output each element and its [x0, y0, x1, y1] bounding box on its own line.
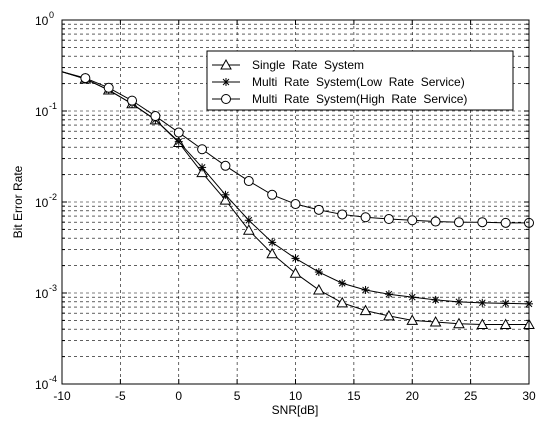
- x-axis-label: SNR[dB]: [272, 403, 319, 417]
- circle-marker: [290, 199, 301, 210]
- triangle-marker: [313, 283, 325, 295]
- legend-items: Single Rate System Multi Rate System(Low …: [212, 58, 467, 106]
- y-tick-label-exponent: -2: [49, 192, 57, 202]
- x-tick-label: 20: [406, 389, 420, 403]
- circle-marker: [243, 176, 254, 187]
- y-tick-label-exponent: -3: [49, 283, 57, 293]
- circle-marker: [103, 82, 114, 93]
- ticks: [61, 20, 530, 384]
- asterisk-marker: [408, 293, 417, 302]
- circle-marker: [430, 216, 441, 227]
- circle-marker: [500, 217, 511, 228]
- y-tick-label-exponent: -1: [49, 101, 57, 111]
- y-tick-label: 10 -2: [35, 192, 57, 210]
- legend-box: [206, 50, 514, 111]
- triangle-marker: [453, 317, 465, 329]
- asterisk-marker: [221, 190, 230, 199]
- circle-marker: [407, 215, 418, 226]
- circle-marker: [453, 217, 464, 228]
- circle-marker: [313, 204, 324, 215]
- triangle-marker: [429, 315, 442, 327]
- legend-label: Multi Rate System(Low Rate Service): [252, 75, 465, 89]
- circle-marker: [360, 212, 371, 223]
- legend-circle-marker: [221, 94, 231, 104]
- asterisk-marker: [454, 297, 463, 306]
- asterisk-marker: [244, 216, 253, 225]
- x-tick-label: 25: [464, 389, 478, 403]
- triangle-marker: [266, 247, 278, 259]
- y-tick-label-base: 10: [35, 287, 49, 301]
- legend-item: Multi Rate System(High Rate Service): [212, 92, 467, 106]
- asterisk-marker: [478, 298, 487, 307]
- y-tick-label-exponent: -4: [49, 374, 57, 384]
- circle-marker: [80, 73, 91, 84]
- triangle-marker: [219, 194, 232, 205]
- series-layer: [61, 71, 535, 330]
- x-tick-label: 10: [289, 389, 303, 403]
- circle-marker: [337, 209, 348, 220]
- asterisk-marker: [174, 137, 183, 146]
- asterisk-marker: [431, 295, 440, 304]
- circle-marker: [127, 95, 138, 106]
- x-tick-label: -10: [53, 389, 71, 403]
- triangle-marker: [383, 309, 395, 321]
- legend-asterisk-marker: [222, 78, 230, 86]
- y-tick-label-base: 10: [35, 105, 49, 119]
- circle-marker: [197, 144, 208, 155]
- asterisk-marker: [198, 163, 207, 172]
- x-tick-label: 5: [234, 389, 241, 403]
- triangle-marker: [406, 314, 419, 325]
- circle-marker: [477, 217, 488, 228]
- legend-item: Single Rate System: [212, 58, 364, 72]
- x-tick-label: 0: [175, 389, 182, 403]
- legend-triangle-marker: [220, 58, 232, 70]
- x-tick-label: 15: [347, 389, 361, 403]
- asterisk-marker: [291, 254, 300, 263]
- y-tick-label-base: 10: [35, 14, 49, 28]
- triangle-marker: [289, 267, 302, 278]
- y-tick-label: 10 0: [35, 10, 54, 28]
- triangle-marker: [499, 318, 512, 330]
- asterisk-marker: [268, 238, 277, 247]
- x-tick-label: -5: [115, 389, 126, 403]
- legend-label: Multi Rate System(High Rate Service): [252, 92, 467, 106]
- circle-marker: [220, 160, 231, 171]
- triangle-marker: [242, 224, 255, 235]
- triangle-marker: [336, 296, 349, 308]
- asterisk-marker: [501, 299, 510, 308]
- x-tick-label: 30: [522, 389, 536, 403]
- circle-marker: [173, 127, 184, 138]
- legend: Single Rate System Multi Rate System(Low …: [206, 50, 514, 111]
- y-tick-label: 10 -4: [35, 374, 57, 392]
- legend-item: Multi Rate System(Low Rate Service): [212, 75, 465, 89]
- asterisk-marker: [338, 279, 347, 288]
- y-tick-label-base: 10: [35, 378, 49, 392]
- y-tick-label: 10 -1: [35, 101, 57, 119]
- triangle-marker: [359, 304, 372, 316]
- y-tick-label: 10 -3: [35, 283, 57, 301]
- series-circle: [61, 71, 534, 228]
- y-tick-label-exponent: 0: [49, 10, 54, 20]
- y-axis-label: Bit Error Rate: [11, 165, 25, 238]
- legend-label: Single Rate System: [252, 58, 364, 72]
- asterisk-marker: [384, 290, 393, 299]
- triangle-marker: [476, 318, 489, 330]
- circle-marker: [383, 214, 394, 225]
- triangle-marker: [196, 166, 208, 178]
- circle-marker: [150, 111, 161, 122]
- y-tick-label-base: 10: [35, 196, 49, 210]
- asterisk-marker: [361, 285, 370, 294]
- circle-marker: [267, 189, 278, 200]
- asterisk-marker: [314, 268, 323, 277]
